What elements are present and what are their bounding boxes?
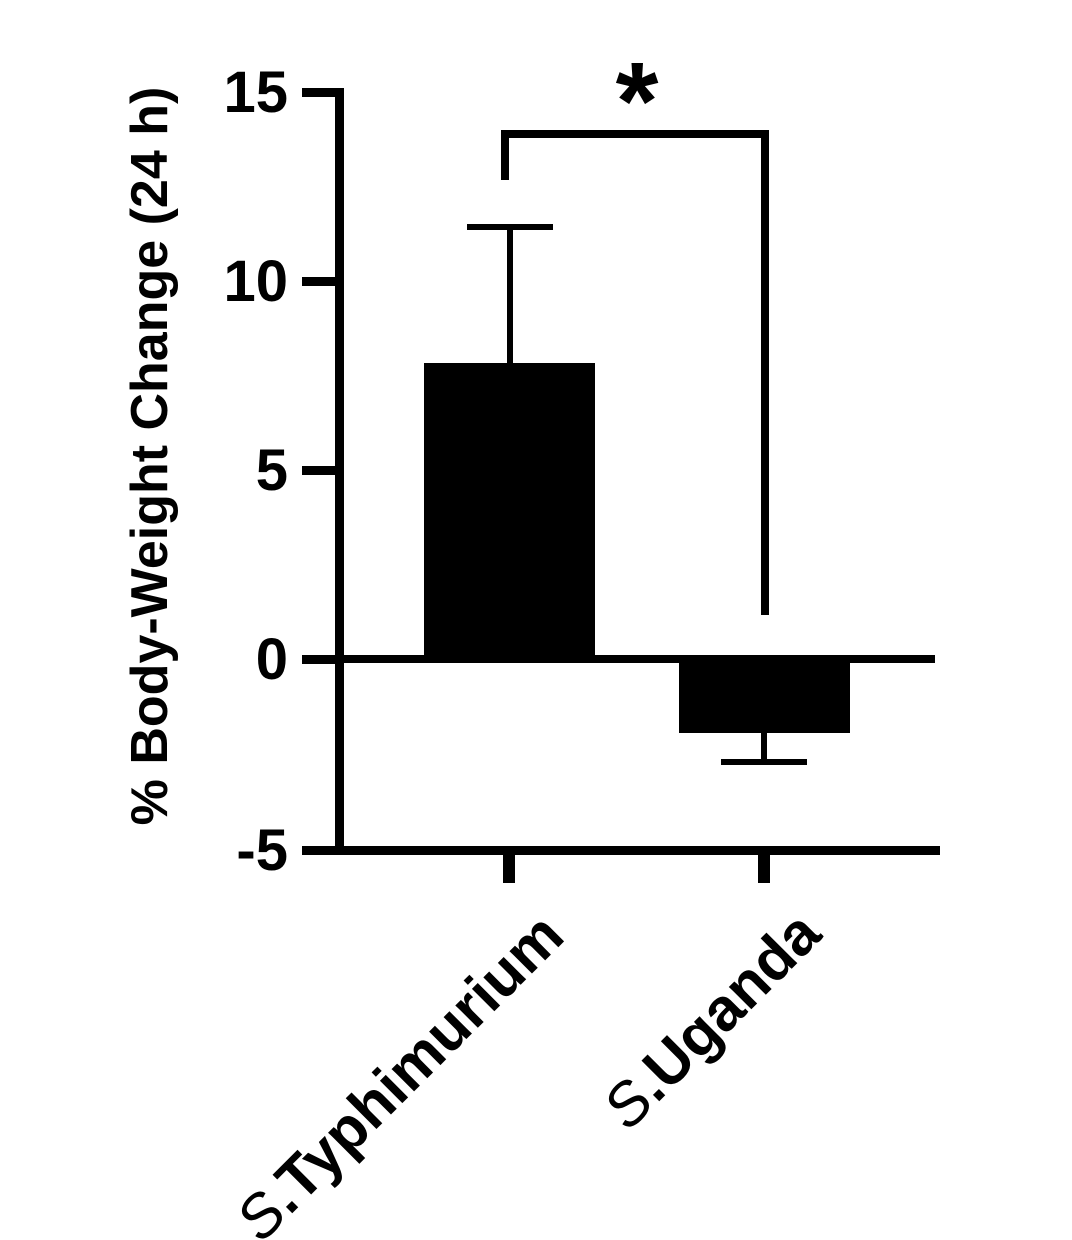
- y-tick-10: [302, 277, 336, 286]
- y-tick-label-0: 0: [255, 627, 288, 692]
- x-axis-line: [335, 846, 940, 855]
- y-tick-15: [302, 88, 336, 97]
- zero-baseline: [339, 655, 935, 663]
- y-tick-label-10: 10: [223, 249, 288, 314]
- y-tick-5: [302, 466, 336, 475]
- significance-bracket-left-leg: [501, 130, 509, 180]
- error-bar-stem-s-typhimurium: [507, 227, 513, 370]
- significance-bracket-right-leg: [761, 130, 769, 615]
- significance-bracket-top: [501, 130, 769, 138]
- y-axis-line: [335, 88, 344, 855]
- bar-s-typhimurium: [424, 363, 595, 659]
- bar-s-uganda: [679, 659, 850, 733]
- y-tick-label-15: 15: [223, 60, 288, 125]
- significance-asterisk: *: [615, 40, 659, 163]
- y-tick-label-minus-5: -5: [236, 818, 288, 883]
- error-bar-cap-s-typhimurium: [467, 224, 553, 230]
- x-label-species: .Uganda: [618, 898, 833, 1114]
- y-tick-label-5: 5: [255, 438, 288, 503]
- x-tick-s-uganda: [758, 855, 770, 883]
- x-tick-s-typhimurium: [503, 855, 515, 883]
- y-tick-0: [302, 655, 336, 664]
- error-bar-cap-s-uganda: [721, 759, 807, 765]
- y-tick-minus-5: [302, 846, 336, 855]
- error-bar-stem-s-uganda: [761, 733, 767, 762]
